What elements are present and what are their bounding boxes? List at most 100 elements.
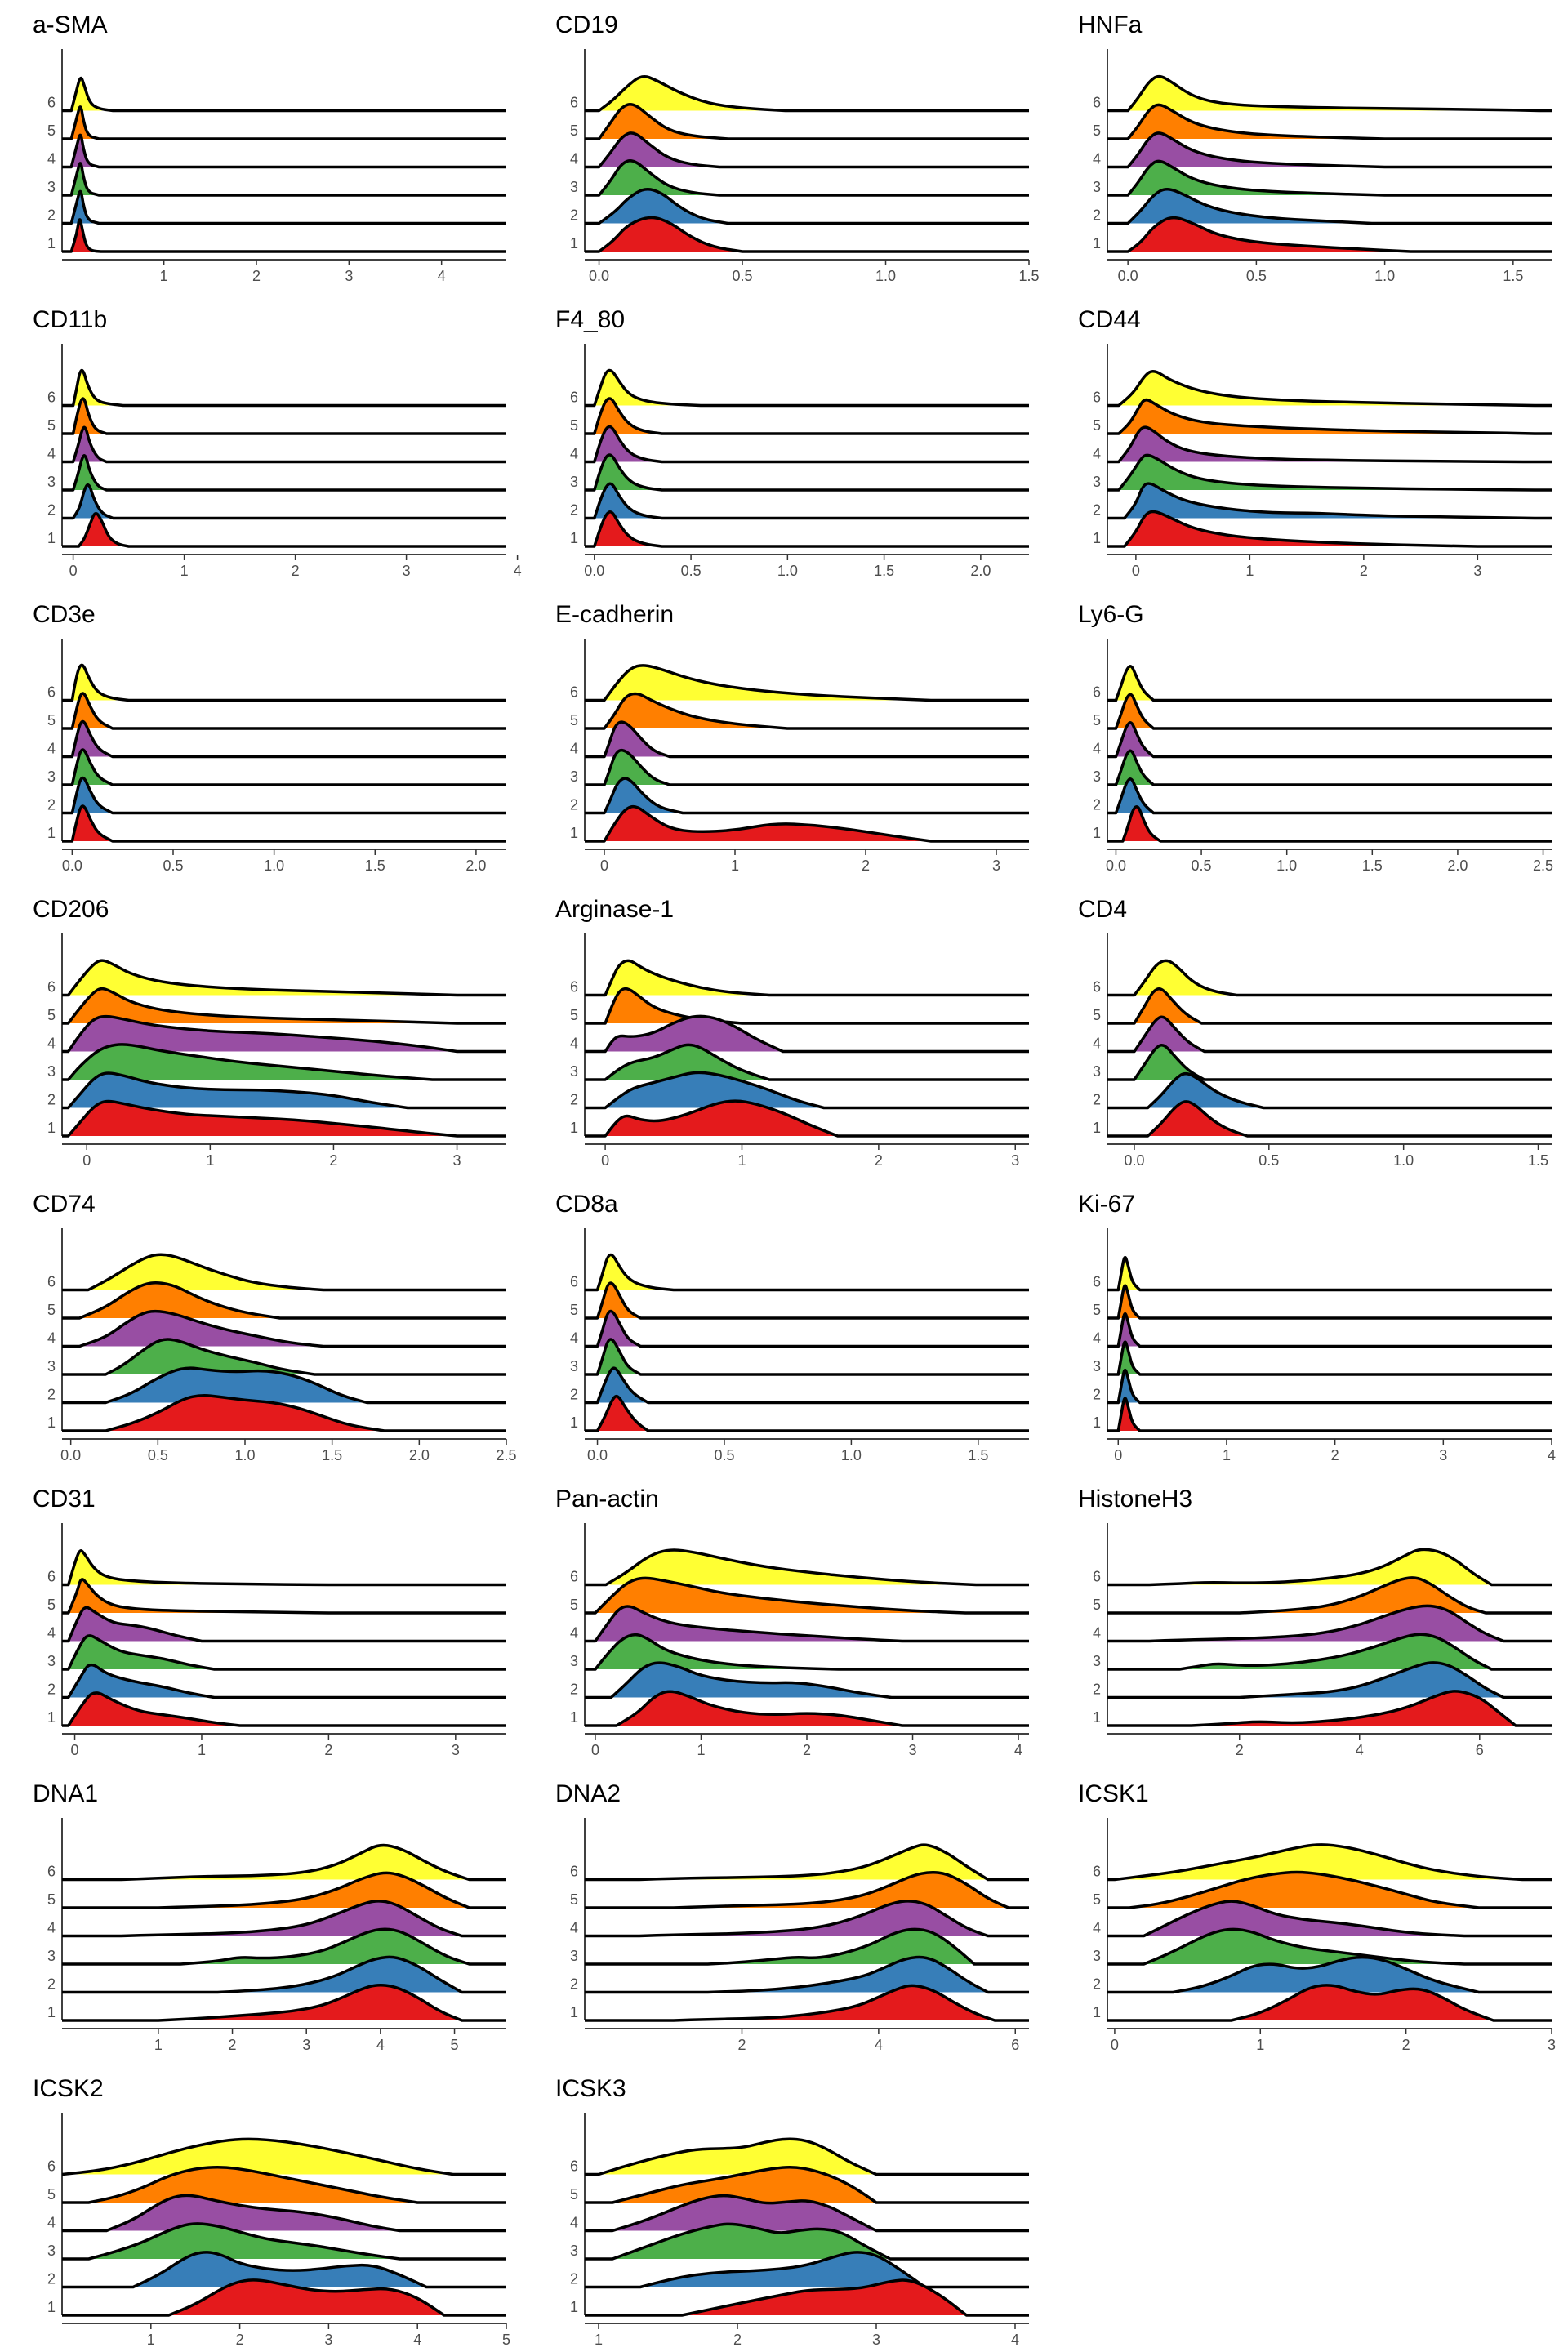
y-tick-label: 4 [47,1920,56,1936]
y-tick-label: 6 [570,95,578,111]
x-tick-label: 2 [236,2332,244,2348]
y-tick-label: 3 [47,1653,56,1669]
ridge-series-2 [585,2251,1029,2289]
y-tick-label: 4 [47,1625,56,1642]
y-tick-label: 2 [47,502,56,519]
x-tick-label: 0.0 [584,563,604,579]
y-tick-label: 4 [1093,1920,1101,1936]
ridge-series-5 [62,105,506,140]
ridge-series-4 [1107,131,1552,169]
ridge-series-4 [585,1900,1029,1938]
y-tick-label: 5 [1093,1302,1101,1318]
panel-ICSK1: ICSK1 1 2 3 4 5 6 0 1 2 3 [1078,1780,1556,2053]
ridge-series-2 [1107,1071,1552,1110]
x-tick-label: 3 [324,2332,332,2348]
x-tick-label: 4 [514,563,522,579]
ridge-series-6 [62,368,506,408]
ridge-series-5 [585,1576,1029,1615]
panel-title: F4_80 [555,306,625,333]
ridge-series-6 [62,959,506,997]
x-tick-label: 2 [737,2037,746,2053]
ridge-series-4 [1107,1900,1552,1938]
panel-CD206: CD206 1 2 3 4 5 6 0 1 2 3 [33,896,506,1169]
x-tick-label: 1.0 [1393,1152,1414,1169]
x-tick-label: 2.0 [409,1447,430,1463]
x-tick-label: 4 [1011,2332,1019,2348]
y-tick-label: 4 [1093,1036,1101,1052]
y-tick-label: 4 [570,741,578,757]
y-tick-label: 1 [1093,530,1101,546]
y-tick-label: 6 [47,1864,56,1880]
y-tick-label: 1 [47,1120,56,1136]
x-tick-label: 1.5 [1528,1152,1548,1169]
y-tick-label: 1 [1093,825,1101,841]
panel-title: CD4 [1078,896,1127,923]
ridge-series-2 [1107,777,1552,815]
y-tick-label: 4 [47,446,56,462]
panel-title: a-SMA [33,11,108,38]
ridge-series-2 [1107,187,1552,225]
ridge-series-6 [585,2137,1029,2176]
ridge-series-4 [62,1014,506,1054]
ridge-series-4 [1107,1015,1552,1054]
x-tick-label: 1 [1223,1447,1231,1463]
ridge-series-4 [62,133,506,169]
ridge-series-6 [585,1843,1029,1882]
ridge-series-4 [62,1309,506,1348]
y-tick-label: 4 [570,1330,578,1347]
y-tick-label: 2 [1093,502,1101,519]
y-tick-label: 4 [47,741,56,757]
x-tick-label: 0.0 [1106,858,1126,874]
y-tick-label: 3 [1093,1063,1101,1080]
ridge-series-2 [1107,482,1552,520]
x-tick-label: 0 [71,1742,79,1758]
ridge-series-6 [62,663,506,702]
ridge-series-3 [1107,159,1552,197]
y-tick-label: 5 [47,1597,56,1613]
ridge-series-3 [585,1338,1029,1376]
x-tick-label: 3 [453,1152,461,1169]
panel-CD4: CD4 1 2 3 4 5 6 0.0 0.5 1.0 1.5 [1078,896,1552,1169]
x-tick-label: 2 [1236,1742,1244,1758]
y-tick-label: 4 [570,151,578,167]
ridge-series-6 [585,74,1029,113]
y-tick-label: 6 [1093,1569,1101,1585]
y-tick-label: 5 [47,1007,56,1023]
ridge-series-4 [585,425,1029,464]
y-tick-label: 5 [1093,1891,1101,1908]
y-tick-label: 5 [1093,1597,1101,1613]
x-tick-label: 2 [875,1152,883,1169]
y-tick-label: 5 [1093,1007,1101,1023]
x-tick-label: 1.5 [1362,858,1383,874]
y-tick-label: 4 [1093,741,1101,757]
x-tick-label: 1.5 [1018,268,1039,284]
panel-title: CD3e [33,601,96,628]
y-tick-label: 3 [1093,1948,1101,1964]
ridge-series-3 [585,1927,1029,1966]
ridge-series-3 [585,1633,1029,1671]
x-tick-label: 1.0 [234,1447,255,1463]
y-tick-label: 3 [1093,179,1101,195]
y-tick-label: 2 [570,1976,578,1993]
panel-HNFa: HNFa 1 2 3 4 5 6 0.0 0.5 1.0 1.5 [1078,11,1552,284]
x-tick-label: 4 [438,268,446,284]
ridge-series-4 [585,2194,1029,2233]
y-tick-label: 3 [570,768,578,785]
ridge-series-1 [62,804,506,843]
y-tick-label: 3 [570,1358,578,1374]
ridge-series-6 [1107,1548,1552,1587]
ridge-series-5 [1107,1576,1552,1615]
ridge-series-1 [62,218,506,253]
panel-ICSK2: ICSK2 1 2 3 4 5 6 1 2 3 4 5 [33,2075,510,2348]
ridge-series-6 [1107,369,1552,408]
ridge-series-4 [585,1605,1029,1643]
x-tick-label: 2 [229,2037,237,2053]
y-tick-label: 3 [570,1653,578,1669]
panel-E-cadherin: E-cadherin 1 2 3 4 5 6 0 1 2 3 [555,601,1029,874]
ridge-series-3 [585,453,1029,492]
y-tick-label: 1 [570,825,578,841]
ridge-series-6 [62,1843,506,1882]
panel-CD3e: CD3e 1 2 3 4 5 6 0.0 0.5 1.0 1.5 2.0 [33,601,506,874]
